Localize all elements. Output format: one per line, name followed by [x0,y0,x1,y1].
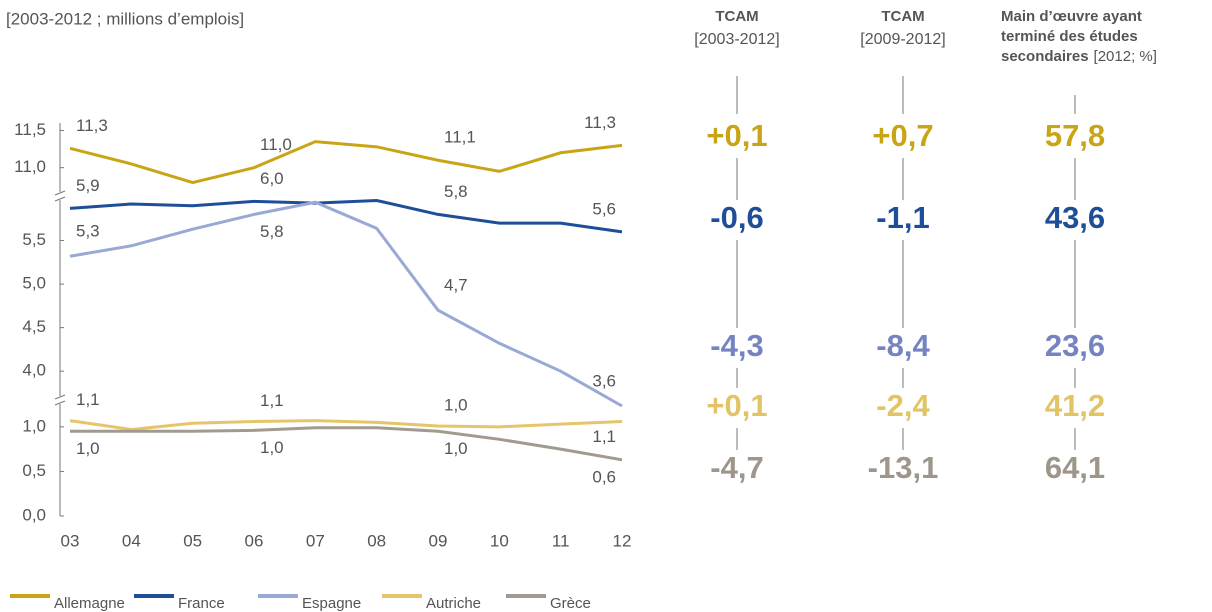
data-label: 1,0 [260,438,284,457]
table-value: +0,1 [706,388,767,423]
x-tick-label: 12 [613,531,632,550]
table-value: -13,1 [868,450,939,485]
axis-break-mark [54,196,66,202]
data-label: 5,3 [76,222,100,241]
table-value: 64,1 [1045,450,1105,485]
x-tick-label: 07 [306,531,325,550]
axis-break [54,192,66,200]
data-label: 11,3 [76,116,108,135]
table-value: 23,6 [1045,328,1105,363]
data-label: 1,0 [76,439,100,458]
x-tick-label: 10 [490,531,509,550]
data-label: 5,8 [444,182,468,201]
column-title: Main d’œuvre ayant terminé des études seco… [1001,8,1157,65]
data-label: 5,8 [260,222,284,241]
data-label: 11,3 [584,113,616,132]
column-title: TCAM [715,8,758,25]
data-label: 11,0 [260,135,292,154]
line-series [69,198,623,234]
legend-label: Espagne [302,595,361,612]
y-tick-label: 11,0 [14,157,46,176]
table-value: 41,2 [1045,388,1105,423]
y-tick-label: 4,0 [22,361,46,380]
data-label: 4,7 [444,276,468,295]
y-tick-label: 0,0 [22,505,46,524]
data-label: 6,0 [260,169,284,188]
axis-break [54,396,66,404]
line-series [69,140,623,185]
column-subtitle: [2003-2012] [694,31,779,48]
data-label: 5,6 [592,199,616,218]
data-label: 0,6 [592,467,616,486]
x-tick-label: 04 [122,531,141,550]
column-subtitle: [2009-2012] [860,31,945,48]
table-value: -2,4 [876,388,930,423]
y-tick-label: 5,0 [22,274,46,293]
table-value: 43,6 [1045,200,1105,235]
y-tick-label: 4,5 [22,317,46,336]
table-value: 57,8 [1045,118,1105,153]
axis-break-mark [54,400,66,406]
axis-break-mark [54,190,66,196]
table-value: -4,7 [710,450,763,485]
y-tick-label: 0,5 [22,461,46,480]
data-label: 1,1 [76,390,100,409]
x-tick-label: 06 [245,531,264,550]
data-label: 1,0 [444,395,468,414]
legend-label: Grèce [550,595,591,612]
legend-label: France [178,595,225,612]
table-value: -8,4 [876,328,930,363]
data-label: 1,1 [260,391,284,410]
axis-break-mark [54,394,66,400]
legend-label: Autriche [426,595,481,612]
data-label: 3,6 [592,371,616,390]
x-tick-label: 05 [183,531,202,550]
table-value: +0,1 [706,118,767,153]
x-tick-label: 09 [429,531,448,550]
x-tick-label: 11 [552,531,570,550]
table-value: -4,3 [710,328,763,363]
line-series [69,419,623,432]
data-label: 1,0 [444,439,468,458]
legend-label: Allemagne [54,595,125,612]
table-value: -0,6 [710,200,763,235]
y-tick-label: 11,5 [14,120,46,139]
table-value: +0,7 [872,118,933,153]
y-tick-label: 5,5 [22,230,46,249]
line-series [70,426,623,462]
x-tick-label: 03 [61,531,80,550]
column-title: TCAM [881,8,924,25]
line-series [69,200,623,408]
data-label: 11,1 [444,128,476,147]
data-label: 5,9 [76,176,100,195]
table-value: -1,1 [876,200,929,235]
y-tick-label: 1,0 [22,416,46,435]
column-subtitle: [2012; %] [1094,48,1157,65]
x-tick-label: 08 [367,531,386,550]
data-label: 1,1 [592,427,616,446]
chart-subtitle: [2003-2012 ; millions d’emplois] [6,9,244,28]
